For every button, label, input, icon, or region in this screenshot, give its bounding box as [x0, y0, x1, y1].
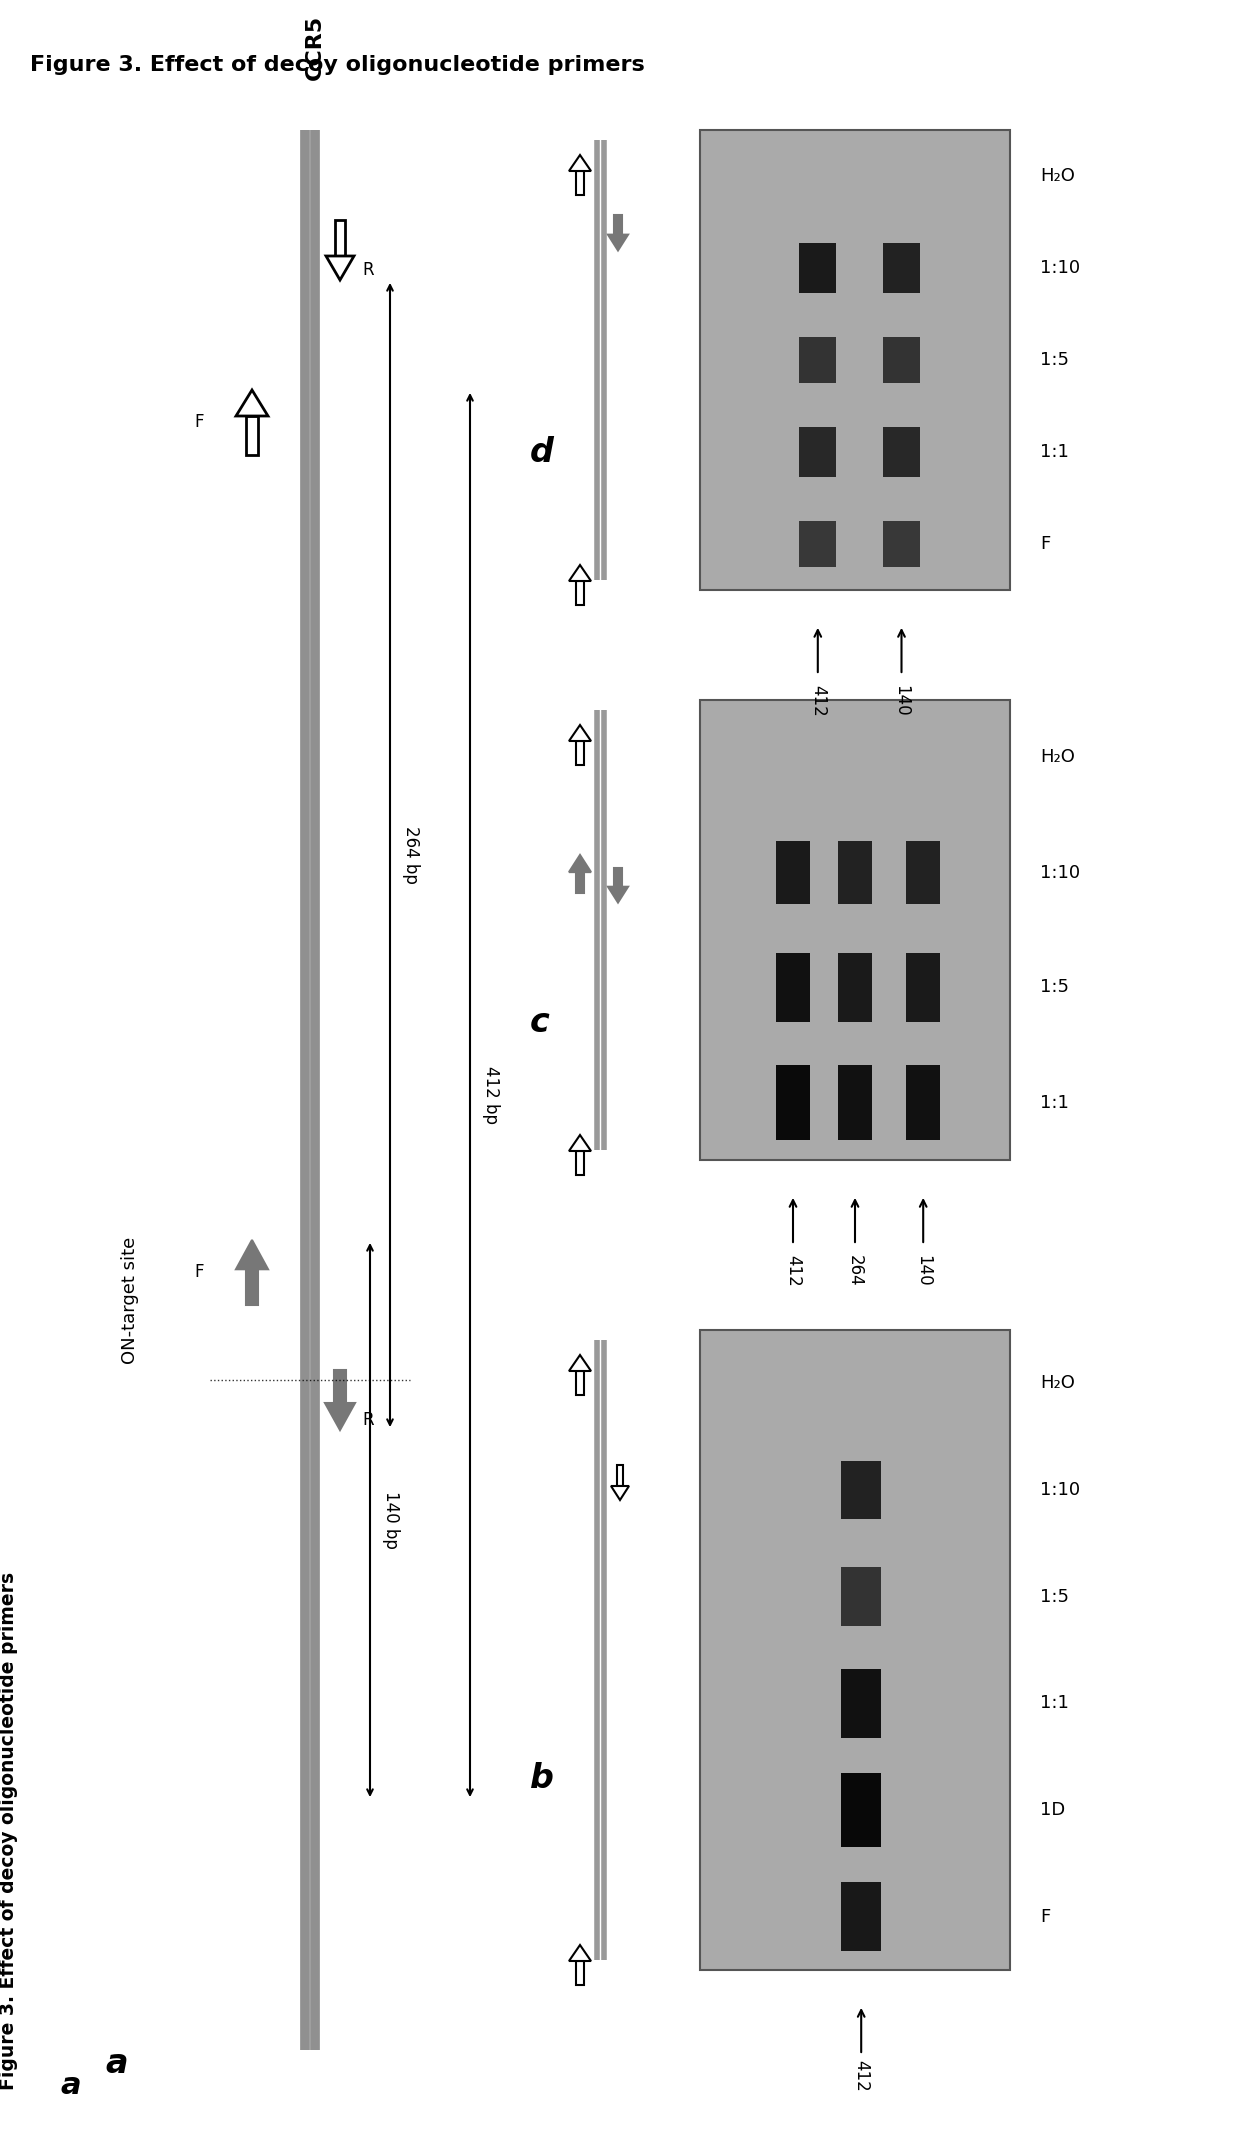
Bar: [883, 522, 920, 567]
Text: 140: 140: [914, 1255, 932, 1287]
Text: 1:5: 1:5: [1040, 979, 1069, 996]
Text: ON-target site: ON-target site: [122, 1235, 139, 1363]
Bar: [701, 129, 1011, 591]
Polygon shape: [569, 856, 591, 871]
Text: 412 bp: 412 bp: [482, 1065, 500, 1123]
Polygon shape: [569, 1945, 591, 1962]
Text: 140: 140: [893, 686, 910, 716]
Bar: [883, 427, 920, 476]
Bar: [906, 841, 940, 903]
Text: R: R: [362, 261, 373, 278]
Bar: [701, 701, 1011, 1160]
Text: 1:10: 1:10: [1040, 259, 1080, 276]
Text: 412: 412: [852, 2059, 870, 2091]
Text: Figure 3. Effect of decoy oligonucleotide primers: Figure 3. Effect of decoy oligonucleotid…: [0, 1572, 19, 2089]
Polygon shape: [577, 1962, 584, 1986]
Bar: [776, 1065, 810, 1141]
Polygon shape: [569, 565, 591, 580]
Bar: [883, 336, 920, 384]
Text: F: F: [195, 1263, 205, 1281]
Polygon shape: [325, 1404, 355, 1429]
Polygon shape: [577, 742, 584, 765]
Text: 1:1: 1:1: [1040, 1093, 1069, 1112]
Polygon shape: [608, 235, 627, 250]
Bar: [800, 427, 837, 476]
Text: a: a: [105, 2046, 128, 2081]
Text: 412: 412: [784, 1255, 802, 1287]
Polygon shape: [608, 886, 627, 903]
Text: 1:10: 1:10: [1040, 865, 1080, 882]
Text: H₂O: H₂O: [1040, 166, 1075, 185]
Text: 264: 264: [846, 1255, 864, 1287]
Bar: [838, 953, 872, 1022]
Text: a: a: [60, 2072, 81, 2100]
Text: H₂O: H₂O: [1040, 1373, 1075, 1393]
Polygon shape: [569, 155, 591, 170]
Text: R: R: [362, 1410, 373, 1429]
Text: F: F: [1040, 1908, 1050, 1925]
Bar: [838, 1065, 872, 1141]
Polygon shape: [577, 1151, 584, 1175]
Bar: [800, 522, 837, 567]
Text: 1:1: 1:1: [1040, 442, 1069, 461]
Text: 1:10: 1:10: [1040, 1481, 1080, 1498]
Polygon shape: [614, 867, 622, 886]
Bar: [800, 336, 837, 384]
Polygon shape: [236, 390, 268, 416]
Bar: [701, 1330, 1011, 1971]
Text: b: b: [529, 1761, 554, 1794]
Polygon shape: [334, 1369, 346, 1404]
Bar: [841, 1567, 882, 1626]
Bar: [841, 1772, 882, 1848]
Text: 1:5: 1:5: [1040, 1587, 1069, 1606]
Polygon shape: [569, 1134, 591, 1151]
Text: 264 bp: 264 bp: [402, 826, 420, 884]
Bar: [800, 244, 837, 293]
Text: 1:5: 1:5: [1040, 351, 1069, 369]
Text: d: d: [529, 436, 554, 468]
Bar: [841, 1882, 882, 1951]
Polygon shape: [611, 1485, 629, 1501]
Polygon shape: [569, 1354, 591, 1371]
Polygon shape: [569, 724, 591, 742]
Polygon shape: [246, 1270, 258, 1304]
Bar: [841, 1669, 882, 1738]
Polygon shape: [335, 220, 345, 257]
Polygon shape: [577, 580, 584, 606]
Text: Figure 3. Effect of decoy oligonucleotide primers: Figure 3. Effect of decoy oligonucleotid…: [30, 56, 645, 75]
Text: 1:1: 1:1: [1040, 1695, 1069, 1712]
Bar: [906, 953, 940, 1022]
Polygon shape: [577, 170, 584, 194]
Text: F: F: [195, 414, 205, 431]
Bar: [776, 841, 810, 903]
Text: 140 bp: 140 bp: [382, 1492, 401, 1548]
Text: H₂O: H₂O: [1040, 748, 1075, 768]
Polygon shape: [616, 1464, 624, 1485]
Polygon shape: [577, 1371, 584, 1395]
Bar: [906, 1065, 940, 1141]
Text: c: c: [529, 1005, 549, 1039]
Bar: [776, 953, 810, 1022]
Polygon shape: [247, 416, 258, 455]
Text: CCR5: CCR5: [305, 15, 325, 80]
Text: 412: 412: [808, 686, 827, 716]
Polygon shape: [326, 257, 353, 280]
Bar: [838, 841, 872, 903]
Polygon shape: [575, 871, 584, 893]
Bar: [883, 244, 920, 293]
Text: 1D: 1D: [1040, 1800, 1065, 1820]
Polygon shape: [236, 1240, 268, 1270]
Bar: [841, 1460, 882, 1520]
Polygon shape: [614, 216, 622, 235]
Text: F: F: [1040, 535, 1050, 552]
